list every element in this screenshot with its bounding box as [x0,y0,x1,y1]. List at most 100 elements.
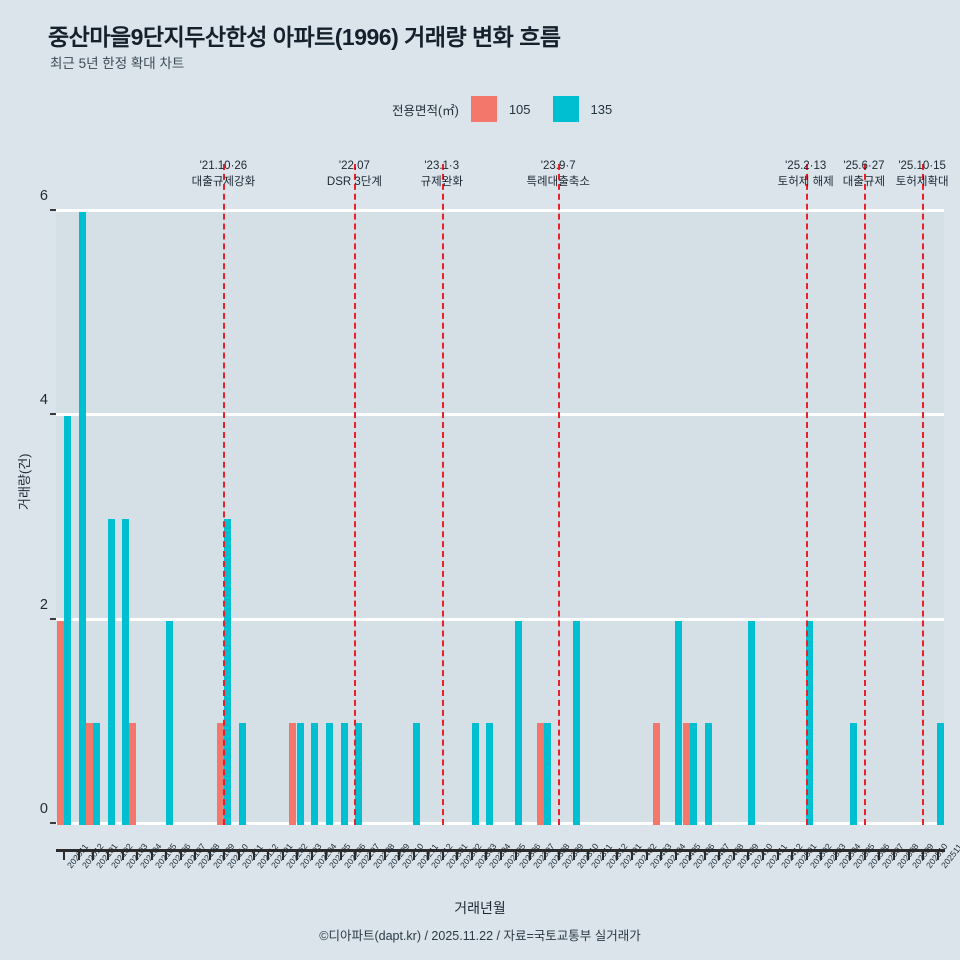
event-annotation-202506: '25.6·27 대출규제 [843,158,885,190]
bar-202306-135[interactable] [515,620,523,825]
legend-title: 전용면적(㎡) [392,103,459,118]
legend-item-135[interactable]: 135 [552,96,635,122]
x-tickmark-202101 [92,849,95,860]
event-text-202110: 대출규제강화 [191,176,256,188]
bar-202304-135[interactable] [486,722,494,825]
x-tickmark-202011 [63,849,66,860]
bar-202101-105[interactable] [85,722,93,825]
event-text-202301: 규제완화 [420,176,463,188]
legend-item-105[interactable]: 105 [470,96,553,122]
y-tickmark-2 [50,617,56,620]
event-line-202309 [558,164,561,825]
bar-202205-135[interactable] [326,722,333,825]
x-tickmark-202306 [514,849,517,860]
bar-202502-135[interactable] [806,620,814,825]
bar-202406-135[interactable] [689,722,697,825]
bar-202012-135[interactable] [78,212,86,825]
y-tickmark-6 [50,209,56,211]
y-tickmark-0 [50,822,56,824]
event-line-202506 [863,164,866,825]
bar-202110-135[interactable] [224,518,232,825]
x-tickmark-202208 [368,849,371,860]
x-tickmark-202012 [77,849,80,860]
bar-202308-135[interactable] [544,722,552,825]
bar-202407-135[interactable] [704,722,712,825]
bar-202110-105[interactable] [216,722,224,825]
chart-footer: ©디아파트(dapt.kr) / 2025.11.22 / 자료=국토교통부 실… [319,929,641,943]
event-date-202502: '25.2·13 [785,160,827,172]
gridline-4 [56,413,944,417]
x-tickmark-202502 [805,849,808,860]
bar-202101-135[interactable] [93,722,101,825]
bar-202211-135[interactable] [413,722,421,825]
gridline-0 [56,822,944,825]
bar-202106-135[interactable] [165,620,173,825]
bar-202011-105[interactable] [56,620,64,825]
event-date-202207: '22.07 [338,160,370,172]
event-line-202110 [223,164,226,825]
x-tickmark-202304 [485,849,488,860]
bar-202102-135[interactable] [107,518,115,825]
bar-202203-135[interactable] [296,722,304,825]
event-text-202506: 대출규제 [842,176,886,188]
x-tickmark-202109 [208,849,211,860]
x-tickmark-202410 [747,849,750,860]
bar-202204-135[interactable] [311,722,319,825]
x-tickmark-202409 [732,849,735,860]
bar-202207-135[interactable] [355,722,363,825]
bar-202404-105[interactable] [653,722,661,825]
gridline-6 [56,209,944,212]
x-tickmark-202505 [849,849,852,860]
event-annotation-202502: '25.2·13 토허제 해제 [778,158,834,190]
x-tickmark-202201 [267,849,270,860]
event-text-202502: 토허제 해제 [777,176,834,188]
x-tickmark-202204 [310,849,313,860]
x-tickmark-202111 [237,849,240,860]
x-tickmark-202106 [165,849,168,860]
x-axis-label: 거래년월 [454,900,506,916]
bar-202308-105[interactable] [536,722,544,825]
event-line-202510 [922,164,925,825]
chart-legend: 전용면적(㎡) 105 135 [392,96,634,122]
x-tickmark-202108 [194,849,197,860]
bar-202405-135[interactable] [675,620,683,825]
event-line-202207 [354,164,357,825]
bar-202511-135[interactable] [937,722,945,825]
bar-202310-135[interactable] [573,620,581,825]
x-tickmark-202407 [703,849,706,860]
bar-202406-105[interactable] [682,722,690,825]
x-tickmark-202308 [543,849,546,860]
event-line-202502 [805,164,808,825]
event-date-202309: '23.9·7 [540,160,576,172]
bar-202103-135[interactable] [122,518,130,825]
bar-202206-135[interactable] [340,722,348,825]
event-annotation-202301: '23.1·3 규제완화 [421,158,463,190]
bar-202303-135[interactable] [471,722,479,825]
legend-label-135: 135 [590,101,613,117]
bar-202410-135[interactable] [748,620,756,825]
legend-swatch-105 [470,96,497,122]
x-tickmark-202303 [470,849,473,860]
x-tickmark-202406 [689,849,692,860]
x-tickmark-202501 [791,849,794,860]
x-tickmark-202209 [383,849,386,860]
x-tickmark-202511 [936,849,939,860]
legend-swatch-135 [552,96,579,122]
bar-202203-105[interactable] [289,722,297,825]
x-tickmark-202107 [179,849,182,860]
x-tickmark-202403 [645,849,648,860]
event-text-202510: 토허제확대 [895,176,949,188]
event-line-202301 [441,164,444,825]
y-axis-label: 거래량(건) [17,453,32,511]
x-tickmark-202506 [863,849,866,860]
x-tickmark-202203 [296,849,299,860]
bar-202104-105[interactable] [129,722,137,825]
bar-202505-135[interactable] [850,722,858,825]
x-tickmark-202211 [412,849,415,860]
x-tickmark-202510 [922,849,925,860]
x-tickmark-202311 [587,849,590,860]
x-tickmark-202202 [281,849,284,860]
bar-202111-135[interactable] [238,722,246,825]
bar-202011-135[interactable] [63,416,71,825]
